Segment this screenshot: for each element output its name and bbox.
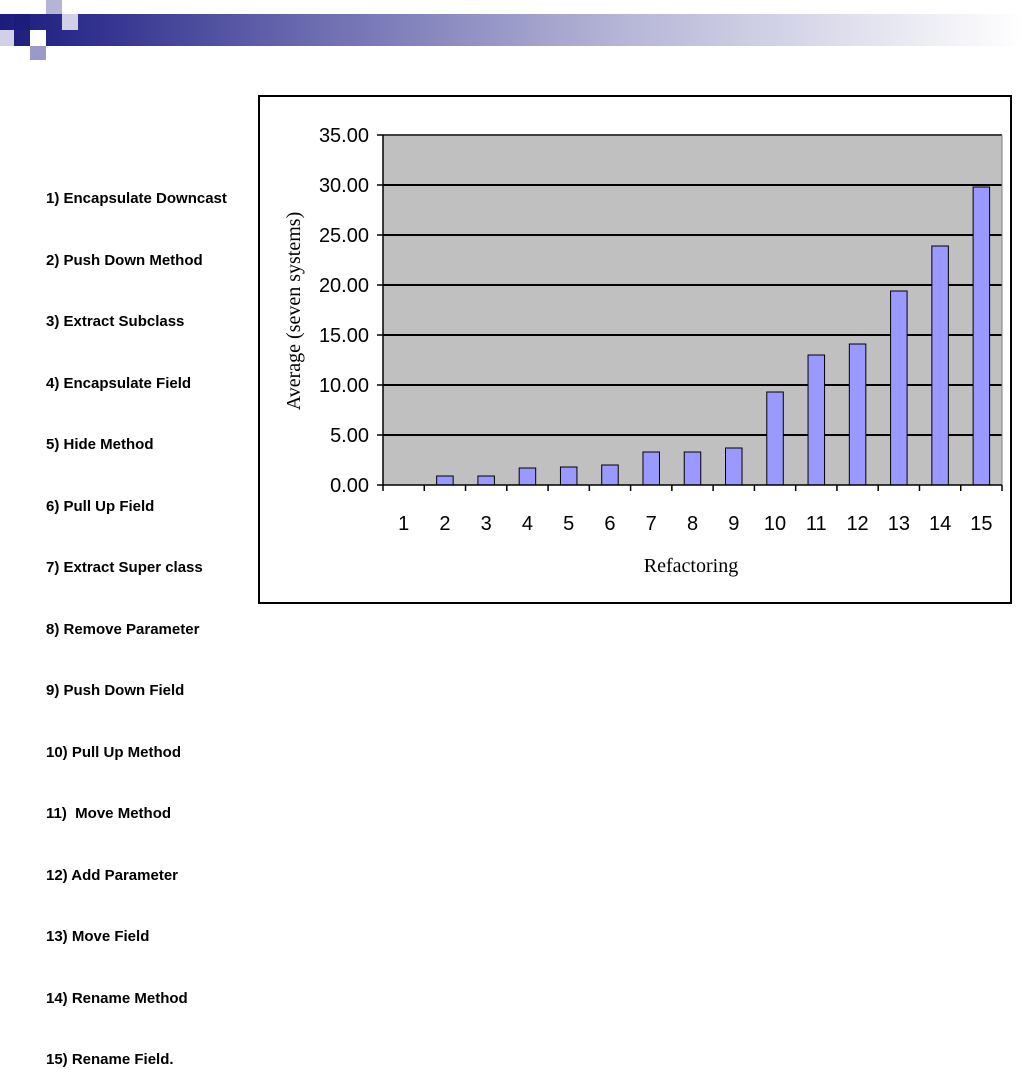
bars (436, 186, 991, 486)
legend-item: 11) Move Method (46, 805, 172, 822)
bar (807, 354, 826, 486)
bar (766, 391, 784, 486)
x-tick-label: 1 (398, 513, 409, 535)
decor-square-light (46, 0, 62, 14)
decor-square-light (30, 30, 46, 46)
legend-item: 9) Push Down Field (46, 682, 185, 699)
y-tick-label: 0.00 (330, 475, 369, 497)
x-tick-label: 8 (687, 513, 698, 535)
bar (518, 467, 537, 486)
x-tick-label: 4 (522, 513, 533, 535)
x-tick-label: 3 (481, 513, 492, 535)
legend-item: 15) Rename Field. (46, 1051, 174, 1068)
legend-item: 13) Move Field (46, 928, 150, 945)
y-axis-title: Average (seven systems) (283, 212, 305, 410)
header-band (0, 14, 1024, 46)
x-tick-label: 11 (806, 513, 827, 535)
x-tick-label: 2 (439, 513, 450, 535)
x-tick-label: 10 (764, 513, 786, 535)
y-tick-label: 10.00 (319, 375, 369, 397)
bar (436, 475, 454, 486)
bar (848, 343, 867, 486)
y-tick-label: 35.00 (319, 125, 369, 147)
x-tick-label: 7 (646, 513, 657, 535)
legend-item: 4) Encapsulate Field (46, 374, 192, 392)
chart-frame: 0.00 5.00 10.00 15.00 20.00 25.00 30.00 35.00 1 2… (258, 95, 1012, 604)
legend-item: 7) Extract Super class (46, 559, 203, 576)
legend-item: 14) Rename Method (46, 989, 188, 1007)
y-tick-label: 30.00 (319, 175, 369, 197)
refactoring-legend-list: 1) Encapsulate Downcast 2) Push Down Met… (46, 148, 227, 1091)
legend-item: 5) Hide Method (46, 436, 154, 453)
decor-square-light (30, 46, 46, 60)
legend-item: 2) Push Down Method (46, 251, 203, 269)
bar (559, 466, 578, 486)
x-tick-label: 13 (888, 513, 910, 535)
legend-item: 8) Remove Parameter (46, 620, 200, 638)
x-tick-label: 6 (604, 513, 615, 535)
x-tick-label: 5 (563, 513, 574, 535)
x-tick-label: 14 (929, 513, 951, 535)
decor-square-dark (14, 14, 30, 30)
y-tick-label: 25.00 (319, 225, 369, 247)
bar (683, 451, 702, 486)
decor-square-light (0, 30, 14, 46)
bar (725, 447, 743, 486)
bar (931, 245, 949, 486)
bar (972, 186, 991, 486)
axes (377, 134, 1003, 491)
legend-item: 3) Extract Subclass (46, 313, 185, 330)
x-tick-label: 12 (846, 513, 868, 535)
x-tick-label: 9 (728, 513, 739, 535)
bar (890, 290, 908, 486)
y-tick-label: 5.00 (330, 425, 369, 447)
x-tick-label: 15 (970, 513, 992, 535)
legend-item: 10) Pull Up Method (46, 743, 181, 761)
bar (477, 475, 495, 486)
y-tick-label: 15.00 (319, 325, 369, 347)
legend-item: 6) Pull Up Field (46, 497, 155, 515)
bar (601, 464, 619, 486)
x-axis-title: Refactoring (644, 555, 738, 577)
decor-square-light (62, 14, 78, 30)
legend-item: 1) Encapsulate Downcast (46, 190, 227, 207)
legend-item: 12) Add Parameter (46, 866, 178, 884)
y-tick-label: 20.00 (319, 275, 369, 297)
plot-area (383, 135, 1002, 485)
bar (642, 451, 660, 486)
